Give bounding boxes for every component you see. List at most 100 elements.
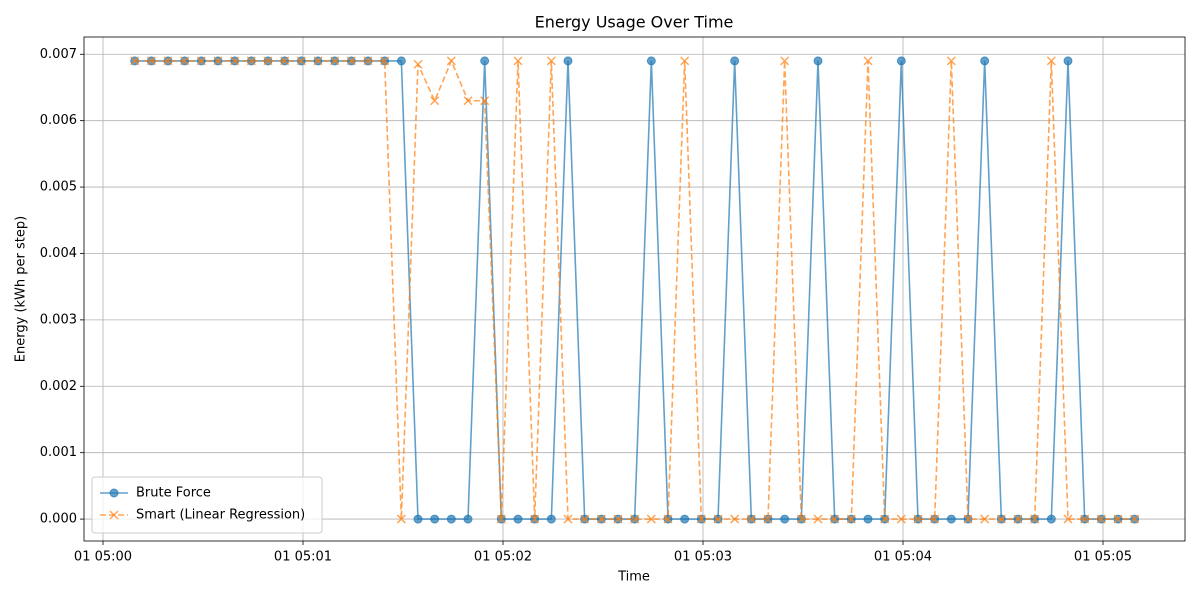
marker bbox=[946, 514, 956, 524]
y-tick-label: 0.007 bbox=[40, 47, 77, 62]
marker bbox=[430, 514, 440, 524]
y-tick-label: 0.006 bbox=[40, 113, 77, 128]
marker bbox=[446, 56, 456, 66]
marker bbox=[413, 514, 423, 524]
marker bbox=[263, 56, 273, 66]
marker bbox=[146, 56, 156, 66]
marker bbox=[1046, 56, 1056, 66]
y-tick-label: 0.002 bbox=[40, 379, 77, 394]
marker bbox=[546, 56, 556, 66]
marker bbox=[313, 56, 323, 66]
marker bbox=[163, 56, 173, 66]
x-tick-label: 01 05:03 bbox=[674, 550, 732, 565]
marker bbox=[513, 514, 523, 524]
plot-frame bbox=[83, 36, 1186, 542]
data-line bbox=[134, 60, 1135, 520]
marker bbox=[780, 514, 790, 524]
marker bbox=[280, 56, 290, 66]
marker bbox=[596, 514, 606, 524]
marker bbox=[830, 514, 840, 524]
marker bbox=[430, 96, 440, 106]
legend-marker bbox=[109, 510, 119, 520]
marker bbox=[696, 514, 706, 524]
marker bbox=[563, 56, 573, 66]
x-axis-label: Time bbox=[617, 570, 650, 585]
marker bbox=[913, 514, 923, 524]
marker bbox=[930, 514, 940, 524]
marker bbox=[646, 56, 656, 66]
marker bbox=[230, 56, 240, 66]
marker bbox=[1063, 56, 1073, 66]
marker bbox=[680, 56, 690, 66]
legend: Brute Force Smart (Linear Regression) bbox=[91, 476, 323, 534]
marker bbox=[580, 514, 590, 524]
marker bbox=[396, 56, 406, 66]
legend-marker bbox=[109, 488, 119, 498]
marker bbox=[730, 514, 740, 524]
marker bbox=[763, 514, 773, 524]
marker bbox=[480, 56, 490, 66]
marker bbox=[896, 56, 906, 66]
marker bbox=[963, 514, 973, 524]
marker bbox=[296, 56, 306, 66]
marker bbox=[713, 514, 723, 524]
x-tick-label: 01 05:00 bbox=[74, 550, 132, 565]
marker bbox=[213, 56, 223, 66]
y-tick-label: 0.000 bbox=[40, 512, 77, 527]
marker bbox=[980, 514, 990, 524]
marker bbox=[1063, 514, 1073, 524]
marker bbox=[496, 514, 506, 524]
marker bbox=[196, 56, 206, 66]
marker bbox=[946, 56, 956, 66]
x-tick-label: 01 05:05 bbox=[1074, 550, 1132, 565]
y-tick-label: 0.004 bbox=[40, 246, 77, 261]
y-tick-label: 0.005 bbox=[40, 180, 77, 195]
marker bbox=[680, 514, 690, 524]
marker bbox=[380, 56, 390, 66]
marker bbox=[996, 514, 1006, 524]
marker bbox=[530, 514, 540, 524]
marker bbox=[1080, 514, 1090, 524]
marker bbox=[980, 56, 990, 66]
marker bbox=[646, 514, 656, 524]
marker bbox=[563, 514, 573, 524]
marker bbox=[846, 514, 856, 524]
chart-title: Energy Usage Over Time bbox=[535, 13, 734, 32]
marker bbox=[480, 96, 490, 106]
marker bbox=[813, 56, 823, 66]
marker bbox=[1030, 514, 1040, 524]
marker bbox=[863, 56, 873, 66]
marker bbox=[1113, 514, 1123, 524]
legend-label: Smart (Linear Regression) bbox=[136, 508, 305, 523]
marker bbox=[246, 56, 256, 66]
x-tick-label: 01 05:02 bbox=[474, 550, 532, 565]
marker bbox=[780, 56, 790, 66]
marker bbox=[613, 514, 623, 524]
x-tick-label: 01 05:01 bbox=[274, 550, 332, 565]
marker bbox=[396, 514, 406, 524]
marker bbox=[130, 56, 140, 66]
marker bbox=[546, 514, 556, 524]
marker bbox=[730, 56, 740, 66]
marker bbox=[880, 514, 890, 524]
marker bbox=[346, 56, 356, 66]
marker bbox=[513, 56, 523, 66]
legend-box bbox=[91, 476, 323, 534]
legend-label: Brute Force bbox=[136, 486, 211, 501]
marker bbox=[796, 514, 806, 524]
marker bbox=[1096, 514, 1106, 524]
marker bbox=[1046, 514, 1056, 524]
marker bbox=[446, 514, 456, 524]
y-tick-label: 0.001 bbox=[40, 445, 77, 460]
data-line bbox=[134, 58, 1135, 520]
marker bbox=[896, 514, 906, 524]
y-axis-label: Energy (kWh per step) bbox=[14, 216, 29, 362]
marker bbox=[663, 514, 673, 524]
marker bbox=[463, 514, 473, 524]
marker bbox=[630, 514, 640, 524]
marker bbox=[1130, 514, 1140, 524]
marker bbox=[180, 56, 190, 66]
marker bbox=[1013, 514, 1023, 524]
marker bbox=[463, 96, 473, 106]
